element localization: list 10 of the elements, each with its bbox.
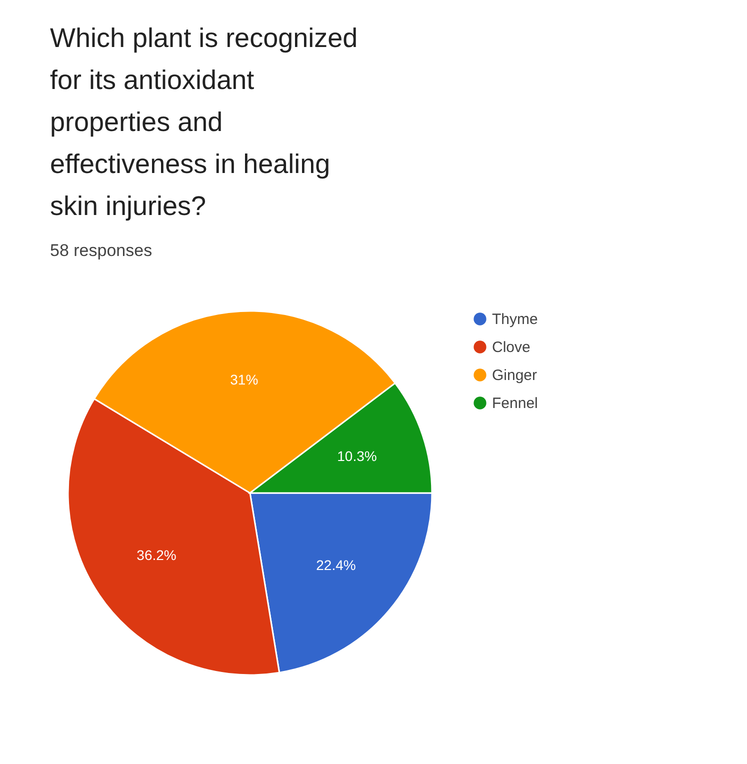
data-label: 22.4% (316, 557, 356, 574)
chart-title: Which plant is recognized for its antioxidant properties and effectiveness in healing skin injuries? (50, 23, 358, 221)
legend-label: Fennel (492, 395, 538, 412)
chart-subtitle: 58 responses (50, 241, 152, 260)
data-label: 10.3% (337, 448, 377, 464)
legend-label: Clove (492, 339, 530, 356)
data-label: 36.2% (136, 547, 176, 564)
data-label: 31% (230, 371, 258, 388)
legend-label: Ginger (492, 367, 538, 384)
legend-label: Thyme (492, 311, 538, 328)
